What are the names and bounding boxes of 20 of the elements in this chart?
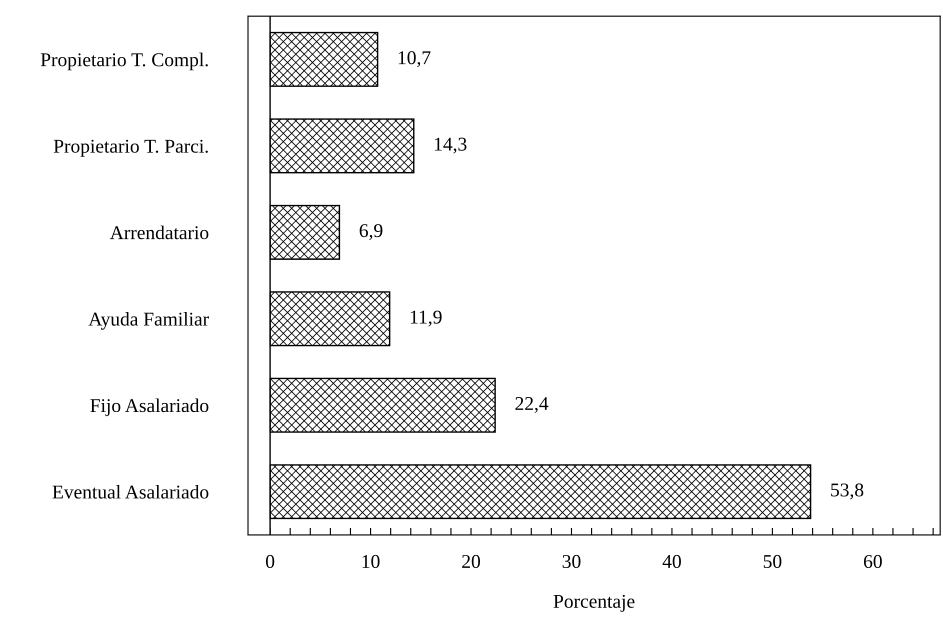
y-tick-label: Propietario T. Parci.: [54, 140, 208, 157]
data-label: 10,7: [398, 51, 431, 68]
x-tick-label: 10: [362, 554, 380, 568]
data-label: 14,3: [434, 138, 466, 154]
x-tick-label: 40: [662, 554, 681, 568]
x-tick-label: 20: [462, 554, 480, 568]
x-tick-label: 50: [764, 554, 782, 568]
data-label: 22,4: [515, 397, 548, 413]
y-tick-label: Ayuda Familiar: [88, 312, 209, 330]
data-label: 11,9: [410, 310, 442, 326]
x-tick-label: 30: [562, 554, 580, 568]
data-label: 6,9: [360, 224, 382, 240]
x-axis-title: Porcentaje: [554, 594, 634, 612]
x-tick-label: 60: [864, 554, 882, 568]
y-tick-label: Fijo Asalariado: [90, 398, 208, 416]
y-tick-label: Propietario T. Compl.: [40, 52, 208, 70]
y-tick-label: Arrendatario: [110, 226, 208, 240]
x-tick-label: 0: [266, 554, 274, 568]
data-label: 53,8: [831, 483, 864, 500]
y-tick-label: Eventual Asalariado: [52, 484, 208, 499]
